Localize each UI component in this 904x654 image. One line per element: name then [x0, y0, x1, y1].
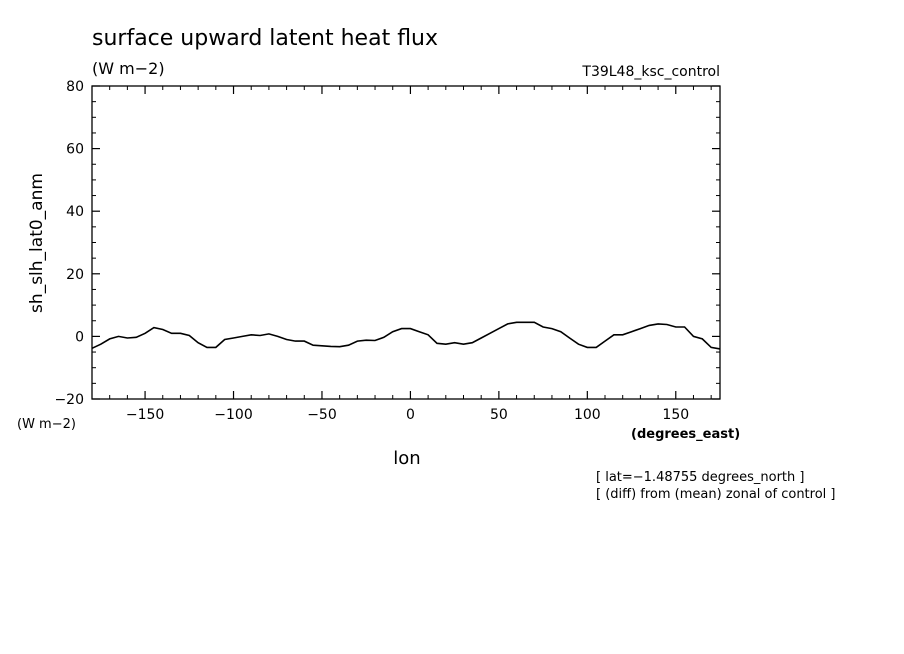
x-tick-label: 50	[490, 407, 508, 423]
x-units: (degrees_east)	[631, 427, 740, 442]
x-tick-label: −150	[126, 407, 164, 423]
x-tick-label: 0	[406, 407, 415, 423]
y-axis-label: sh_slh_lat0_anm	[27, 173, 47, 313]
note-latitude: [ lat=−1.48755 degrees_north ]	[596, 470, 804, 485]
chart-title: surface upward latent heat flux	[92, 26, 438, 51]
title-units: (W m−2)	[92, 59, 165, 78]
x-tick-label: −50	[307, 407, 337, 423]
y-tick-label: −20	[54, 392, 84, 408]
y-tick-label: 80	[66, 79, 84, 95]
y-tick-label: 60	[66, 142, 84, 158]
y-tick-label: 40	[66, 204, 84, 220]
ticks: −150 −100 −50 0 50 100 150 −20 0 20 40 60 80	[54, 79, 720, 423]
y-units: (W m−2)	[17, 417, 76, 432]
axes	[91, 85, 721, 400]
plot-frame	[91, 85, 721, 400]
y-tick-label: 20	[66, 267, 84, 283]
run-label: T39L48_ksc_control	[581, 64, 720, 80]
x-tick-label: 150	[662, 407, 689, 423]
x-tick-label: 100	[574, 407, 601, 423]
data-points	[91, 321, 722, 351]
x-axis-label: lon	[393, 448, 420, 469]
y-tick-label: 0	[75, 329, 84, 345]
x-tick-label: −100	[214, 407, 252, 423]
note-diff: [ (diff) from (mean) zonal of control ]	[596, 487, 835, 502]
data-series-line	[91, 321, 721, 350]
